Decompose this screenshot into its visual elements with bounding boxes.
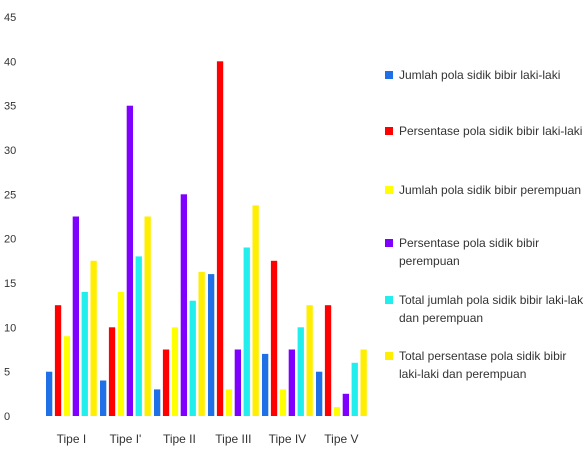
- legend-item: Persentase pola sidik bibir perempuan: [385, 234, 583, 270]
- bar-6-5: [306, 305, 313, 416]
- bar-1-2: [100, 380, 107, 416]
- y-tick-label: 40: [4, 56, 16, 68]
- legend-item: Jumlah pola sidik bibir perempuan: [385, 181, 583, 199]
- bar-1-3: [154, 389, 161, 416]
- bar-5-2: [135, 256, 142, 416]
- y-tick-label: 10: [4, 322, 16, 334]
- legend-label: Jumlah pola sidik bibir perempuan: [399, 183, 582, 197]
- bar-2-3: [162, 349, 170, 416]
- legend-item: Total jumlah pola sidik bibir laki-laki …: [385, 291, 583, 327]
- legend-label: Jumlah pola sidik bibir laki-laki: [399, 68, 561, 82]
- legend-swatch: [385, 71, 393, 79]
- legend-swatch: [385, 127, 393, 135]
- y-tick-label: 20: [4, 234, 16, 246]
- bar-4-2: [126, 105, 133, 416]
- y-tick-label: 25: [4, 189, 16, 201]
- legend-item: Jumlah pola sidik bibir laki-laki: [385, 66, 583, 84]
- y-tick-label: 0: [4, 411, 10, 423]
- bar-2-6: [324, 305, 332, 416]
- bar-6-6: [360, 349, 367, 416]
- bar-1-4: [208, 274, 215, 416]
- bar-5-1: [81, 291, 88, 416]
- bar-2-4: [216, 61, 224, 417]
- bars: [46, 61, 367, 417]
- bar-4-1: [72, 216, 79, 416]
- bar-4-4: [234, 349, 241, 416]
- bar-3-1: [63, 336, 71, 416]
- legend-swatch: [385, 186, 393, 194]
- bar-3-6: [333, 407, 341, 416]
- y-axis-ticks: 0 5 10 15 20 25 30 35 40 45: [4, 12, 16, 423]
- bar-5-3: [189, 300, 196, 416]
- legend-item: Total persentase pola sidik bibir laki-l…: [385, 347, 583, 383]
- x-tick-label: Tipe I: [57, 432, 87, 446]
- bar-6-1: [90, 260, 97, 416]
- legend-label: Total persentase pola sidik bibir laki-l…: [399, 349, 567, 381]
- bar-3-3: [171, 327, 179, 416]
- y-tick-label: 15: [4, 278, 16, 290]
- y-tick-label: 45: [4, 12, 16, 24]
- bar-2-5: [270, 260, 278, 416]
- bar-1-5: [262, 353, 269, 416]
- bar-1-1: [46, 371, 53, 416]
- bar-3-5: [279, 389, 287, 416]
- bar-5-5: [297, 327, 304, 416]
- bar-2-1: [54, 305, 62, 416]
- bar-5-6: [351, 362, 358, 416]
- legend-label: Total jumlah pola sidik bibir laki-laki …: [399, 293, 583, 325]
- y-tick-label: 5: [4, 367, 10, 379]
- bar-5-4: [243, 247, 250, 416]
- legend-label: Persentase pola sidik bibir laki-laki: [399, 124, 583, 138]
- bar-6-4: [252, 205, 259, 416]
- legend-item: Persentase pola sidik bibir laki-laki: [385, 122, 583, 140]
- x-tick-label: Tipe IV: [269, 432, 307, 446]
- bar-3-2: [117, 291, 125, 416]
- bar-3-4: [225, 389, 233, 416]
- bar-2-2: [108, 327, 116, 416]
- x-tick-label: Tipe II: [163, 432, 196, 446]
- x-tick-label: Tipe III: [215, 432, 251, 446]
- x-tick-label: Tipe V: [324, 432, 358, 446]
- y-tick-label: 30: [4, 145, 16, 157]
- bar-6-3: [198, 271, 205, 416]
- legend-swatch: [385, 239, 393, 247]
- legend-swatch: [385, 352, 393, 360]
- legend-label: Persentase pola sidik bibir perempuan: [399, 236, 540, 268]
- y-tick-label: 35: [4, 101, 16, 113]
- x-tick-label: Tipe I': [109, 432, 141, 446]
- bar-4-3: [180, 194, 187, 416]
- x-axis-ticks: Tipe I Tipe I' Tipe II Tipe III Tipe IV Tipe …: [57, 432, 359, 446]
- bar-6-2: [144, 216, 151, 416]
- bar-1-6: [316, 371, 323, 416]
- bar-4-5: [288, 349, 295, 416]
- bar-4-6: [342, 393, 349, 416]
- legend-swatch: [385, 296, 393, 304]
